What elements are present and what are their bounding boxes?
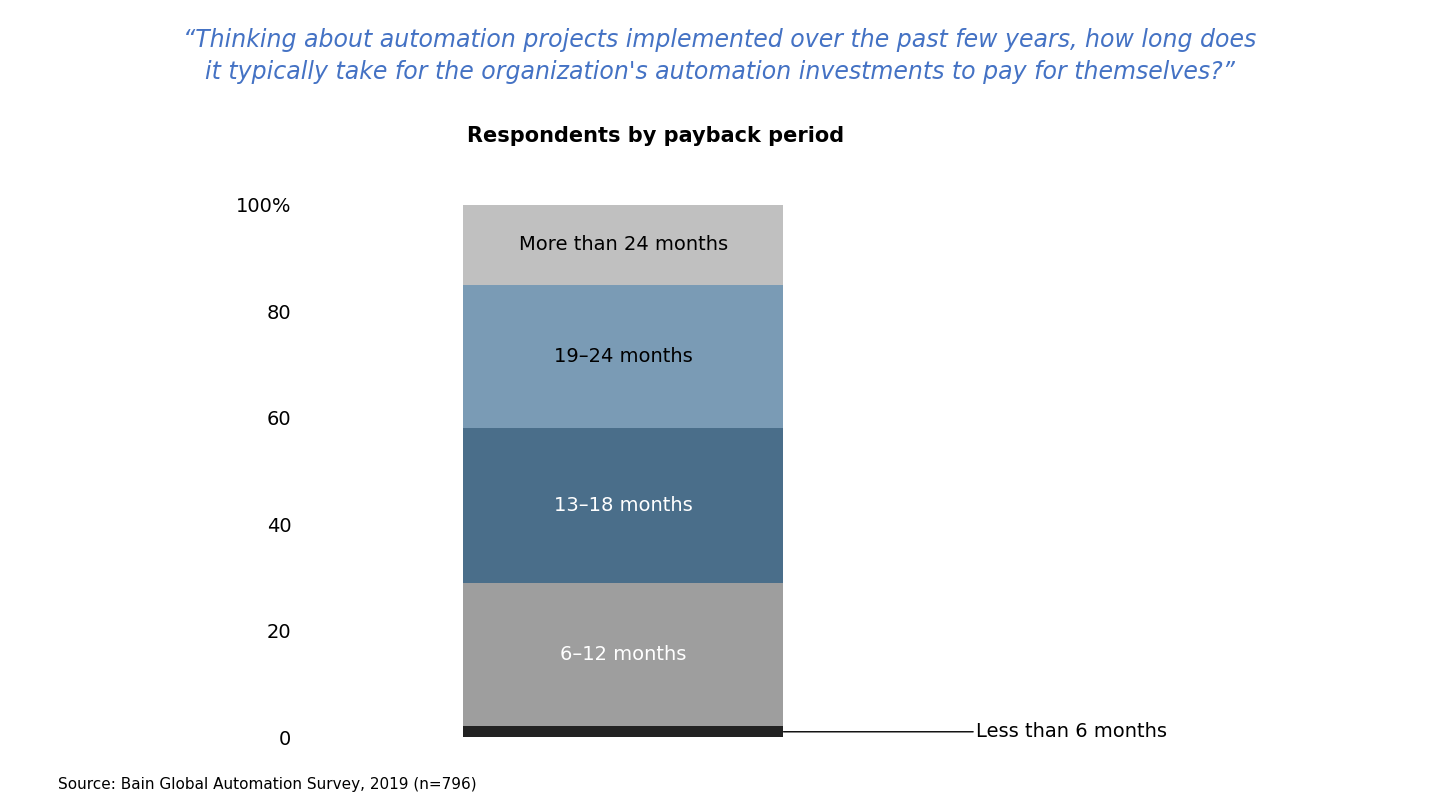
Text: Source: Bain Global Automation Survey, 2019 (n=796): Source: Bain Global Automation Survey, 2…	[58, 777, 477, 792]
Bar	[462, 205, 783, 284]
Text: “Thinking about automation projects implemented over the past few years, how lon: “Thinking about automation projects impl…	[183, 28, 1257, 84]
Text: Less than 6 months: Less than 6 months	[783, 723, 1166, 741]
Text: Respondents by payback period: Respondents by payback period	[467, 126, 844, 146]
Bar	[462, 727, 783, 737]
Bar	[462, 582, 783, 727]
Bar	[462, 284, 783, 428]
Text: 13–18 months: 13–18 months	[554, 496, 693, 515]
Text: 19–24 months: 19–24 months	[554, 347, 693, 366]
Text: More than 24 months: More than 24 months	[518, 235, 727, 254]
Bar	[462, 428, 783, 582]
Text: 6–12 months: 6–12 months	[560, 645, 687, 664]
